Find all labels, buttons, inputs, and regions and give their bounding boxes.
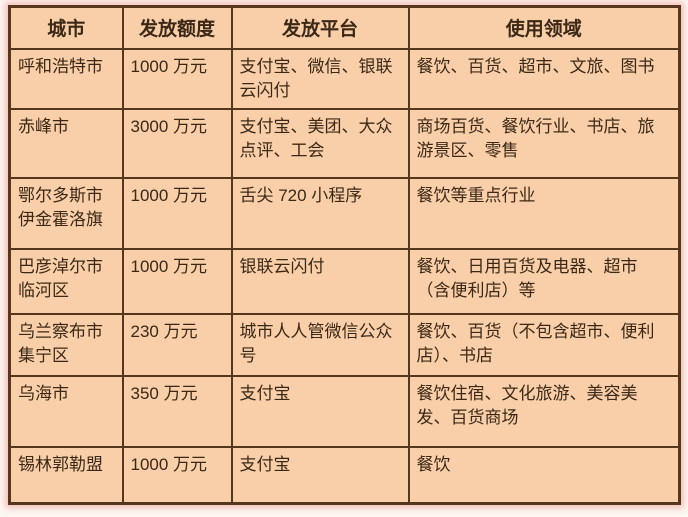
col-header-usage: 使用领域 xyxy=(407,5,681,50)
table-row: 鄂尔多斯市伊金霍洛旗 1000 万元 舌尖 720 小程序 餐饮等重点行业 xyxy=(8,176,681,250)
col-header-city: 城市 xyxy=(8,5,124,50)
cell-city: 巴彦淖尔市临河区 xyxy=(8,247,124,315)
cell-amount: 230 万元 xyxy=(121,312,233,377)
table-row: 赤峰市 3000 万元 支付宝、美团、大众点评、工会 商场百货、餐饮行业、书店、旅游景… xyxy=(8,107,681,179)
cell-city: 鄂尔多斯市伊金霍洛旗 xyxy=(8,176,124,250)
cell-usage: 餐饮 xyxy=(407,445,681,505)
cell-amount: 1000 万元 xyxy=(121,247,233,315)
cell-platform: 支付宝 xyxy=(230,445,410,505)
cell-usage: 餐饮、日用百货及电器、超市（含便利店）等 xyxy=(407,247,681,315)
table-row: 锡林郭勒盟 1000 万元 支付宝 餐饮 xyxy=(8,445,681,505)
cell-platform: 城市人人管微信公众号 xyxy=(230,312,410,377)
cell-amount: 350 万元 xyxy=(121,374,233,448)
cell-city: 乌兰察布市集宁区 xyxy=(8,312,124,377)
cell-city: 乌海市 xyxy=(8,374,124,448)
table-body: 呼和浩特市 1000 万元 支付宝、微信、银联云闪付 餐饮、百货、超市、文旅、图书 赤峰… xyxy=(8,47,681,505)
cell-amount: 1000 万元 xyxy=(121,176,233,250)
cell-amount: 3000 万元 xyxy=(121,107,233,179)
table-row: 巴彦淖尔市临河区 1000 万元 银联云闪付 餐饮、日用百货及电器、超市（含便利店）等 xyxy=(8,247,681,315)
cell-city: 锡林郭勒盟 xyxy=(8,445,124,505)
cell-usage: 餐饮、百货、超市、文旅、图书 xyxy=(407,47,681,110)
cell-platform: 支付宝、美团、大众点评、工会 xyxy=(230,107,410,179)
cell-usage: 商场百货、餐饮行业、书店、旅游景区、零售 xyxy=(407,107,681,179)
table-row: 乌海市 350 万元 支付宝 餐饮住宿、文化旅游、美容美发、百货商场 xyxy=(8,374,681,448)
voucher-table-container: 城市 发放额度 发放平台 使用领域 呼和浩特市 1000 万元 支付宝、微信、银联云… xyxy=(8,5,681,506)
table-row: 呼和浩特市 1000 万元 支付宝、微信、银联云闪付 餐饮、百货、超市、文旅、图书 xyxy=(8,47,681,110)
cell-usage: 餐饮、百货（不包含超市、便利店）、书店 xyxy=(407,312,681,377)
col-header-amount: 发放额度 xyxy=(121,5,233,50)
cell-platform: 支付宝、微信、银联云闪付 xyxy=(230,47,410,110)
voucher-table: 城市 发放额度 发放平台 使用领域 呼和浩特市 1000 万元 支付宝、微信、银联云… xyxy=(8,5,681,506)
table-row: 乌兰察布市集宁区 230 万元 城市人人管微信公众号 餐饮、百货（不包含超市、便利店）… xyxy=(8,312,681,377)
cell-platform: 银联云闪付 xyxy=(230,247,410,315)
cell-usage: 餐饮住宿、文化旅游、美容美发、百货商场 xyxy=(407,374,681,448)
cell-platform: 支付宝 xyxy=(230,374,410,448)
cell-city: 呼和浩特市 xyxy=(8,47,124,110)
cell-platform: 舌尖 720 小程序 xyxy=(230,176,410,250)
col-header-platform: 发放平台 xyxy=(230,5,410,50)
cell-usage: 餐饮等重点行业 xyxy=(407,176,681,250)
cell-amount: 1000 万元 xyxy=(121,47,233,110)
cell-amount: 1000 万元 xyxy=(121,445,233,505)
header-row: 城市 发放额度 发放平台 使用领域 xyxy=(8,5,681,50)
cell-city: 赤峰市 xyxy=(8,107,124,179)
